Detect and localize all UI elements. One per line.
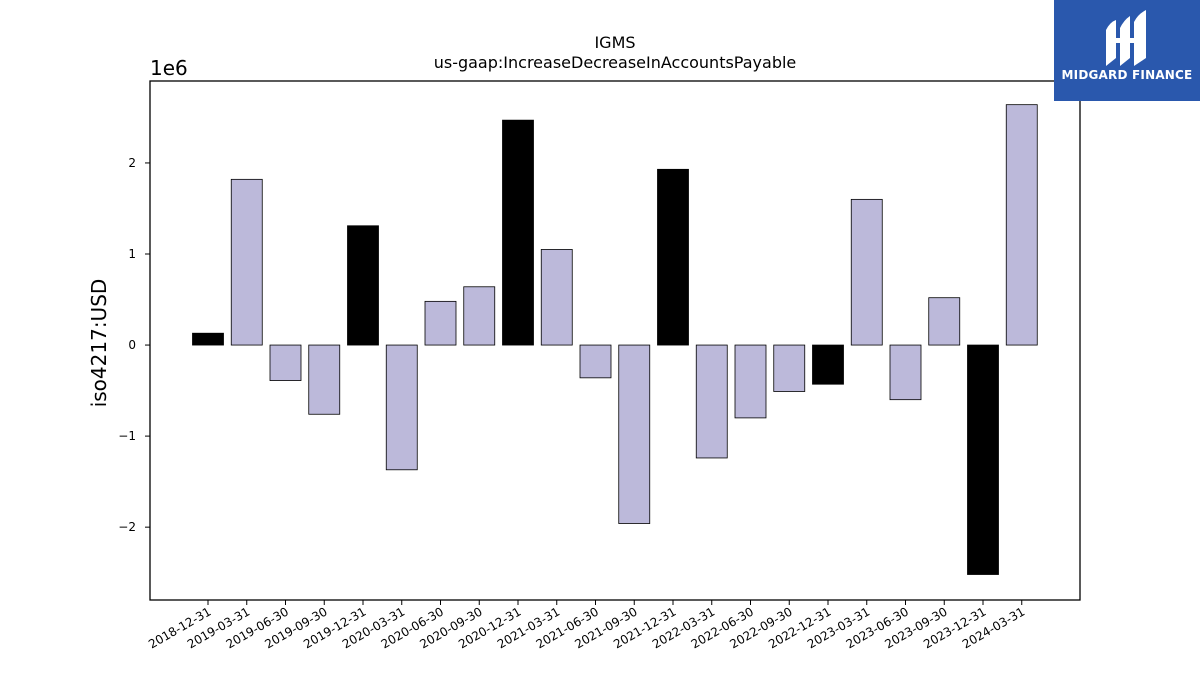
bar-2022-12-31 (812, 344, 844, 385)
bar-2019-06-30 (269, 344, 302, 381)
y-tick-label: −2 (118, 520, 136, 534)
bar-2023-03-31 (850, 198, 883, 346)
bar-2019-03-31 (230, 178, 263, 346)
bar-2021-03-31 (540, 249, 573, 346)
bar-2020-12-31 (502, 119, 534, 346)
bar-2018-12-31 (192, 332, 224, 346)
y-axis-label: iso4217:USD (87, 279, 111, 408)
chart-subtitle: us-gaap:IncreaseDecreaseInAccountsPayabl… (434, 53, 797, 72)
bar-2021-12-31 (657, 168, 689, 346)
plot-frame (149, 80, 1081, 601)
bar-2019-09-30 (308, 344, 341, 415)
bar-2023-12-31 (967, 344, 999, 575)
bar-2020-09-30 (463, 286, 496, 346)
y-tick-label: 0 (128, 338, 136, 352)
bar-2020-03-31 (385, 344, 418, 471)
bar-2020-06-30 (424, 300, 457, 346)
bar-2023-06-30 (889, 344, 922, 401)
bar-2019-12-31 (347, 225, 379, 346)
logo-text: MIDGARD FINANCE (1061, 68, 1193, 82)
bars-group (192, 104, 1038, 575)
chart-title: IGMS (594, 33, 635, 52)
y-tick-label: 2 (128, 156, 136, 170)
bar-2022-09-30 (773, 344, 806, 392)
bar-2022-03-31 (695, 344, 728, 459)
y-tick-label: 1 (128, 247, 136, 261)
bar-2021-09-30 (618, 344, 651, 524)
midgard-logo-icon (1106, 10, 1146, 66)
midgard-finance-logo: MIDGARD FINANCE (1054, 0, 1200, 101)
y-ticks-group: −2 −1 0 1 2 (118, 156, 150, 534)
y-axis-offset-label: 1e6 (150, 56, 188, 80)
bar-2021-06-30 (579, 344, 612, 379)
bar-2024-03-31 (1005, 104, 1038, 346)
bar-2023-09-30 (928, 297, 961, 346)
x-ticks-group: 2018-12-312019-03-312019-06-302019-09-30… (146, 600, 1027, 651)
bar-2022-06-30 (734, 344, 767, 419)
y-tick-label: −1 (118, 429, 136, 443)
